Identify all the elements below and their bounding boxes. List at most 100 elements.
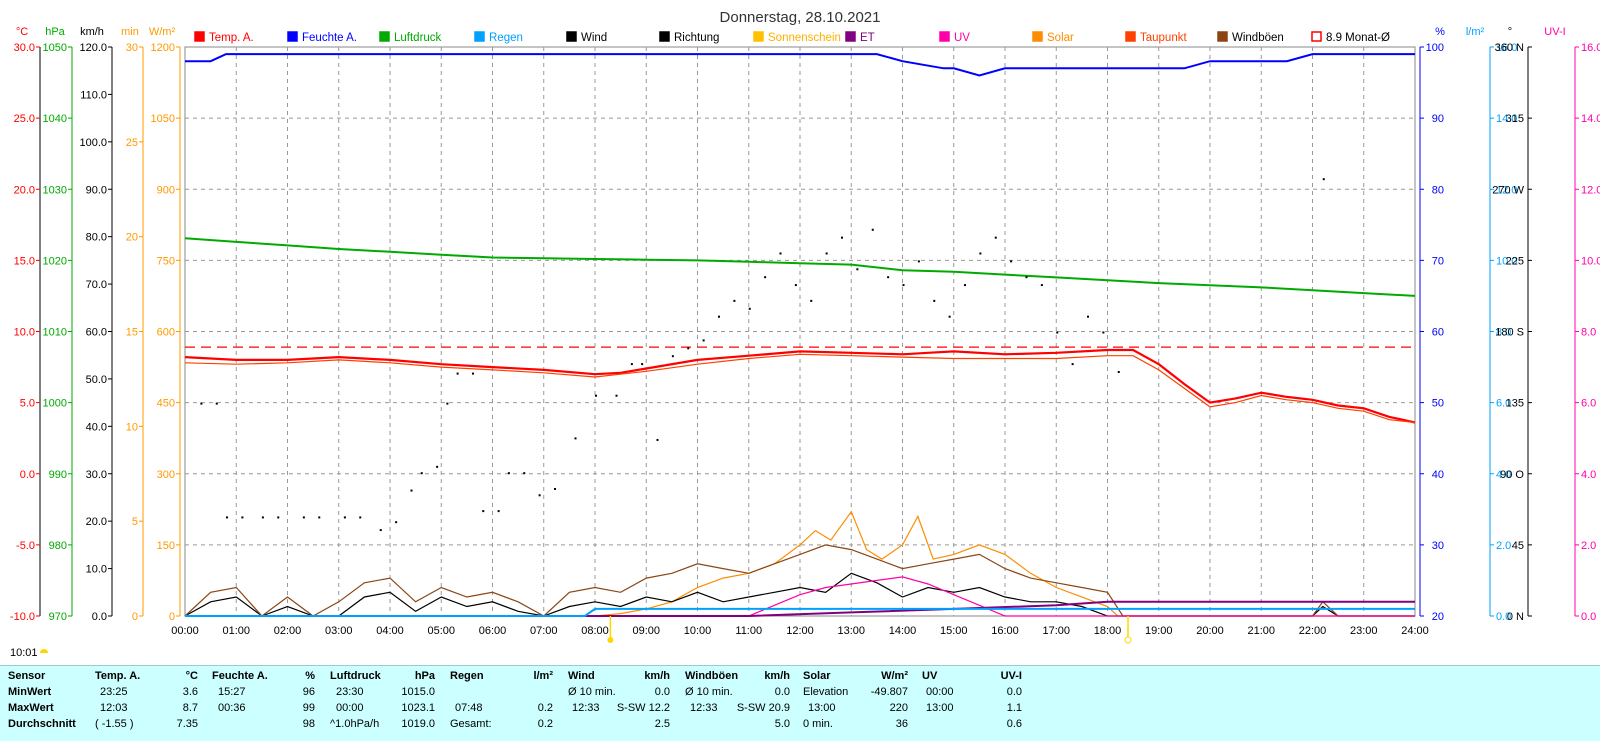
x-tick-label: 10:00 — [684, 625, 712, 637]
wind-min-label: Ø 10 min. — [568, 686, 616, 698]
axis-tick-label: 990 — [49, 469, 67, 481]
wind-head: Wind — [568, 670, 595, 682]
legend-label: Regen — [489, 32, 523, 44]
richtung-point — [482, 510, 485, 513]
richtung-point — [507, 472, 510, 475]
regen-total: 0.2 — [537, 718, 553, 730]
axis-tick-label: 30 — [1432, 540, 1444, 552]
axis-unit: km/h — [80, 26, 104, 38]
richtung-point — [825, 252, 828, 255]
wind-avg: 2.5 — [654, 718, 670, 730]
row-min: MinWert — [8, 686, 52, 698]
legend-swatch — [939, 31, 950, 42]
axis-tick-label: 12.0 — [1496, 184, 1517, 196]
x-tick-label: 15:00 — [940, 625, 968, 637]
axis-tick-label: 40.0 — [86, 421, 107, 433]
series-temp-a- — [184, 348, 1416, 424]
axis-tick-label: 0.0 — [1496, 611, 1511, 623]
axis-tick-label: 120.0 — [79, 42, 107, 54]
richtung-point — [1010, 260, 1013, 263]
axis-tick-label: 10 — [126, 421, 138, 433]
richtung-point — [318, 516, 321, 519]
chart-title: Donnerstag, 28.10.2021 — [720, 9, 881, 26]
legend-label: ET — [860, 32, 875, 44]
richtung-point — [733, 299, 736, 302]
richtung-point — [887, 276, 890, 279]
wind-max-time: 12:33 — [572, 702, 600, 714]
richtung-point — [261, 516, 264, 519]
richtung-point — [917, 260, 920, 263]
wind-unit: km/h — [644, 670, 670, 682]
luftdruck-max-time: 00:00 — [336, 702, 364, 714]
axis-tick-label: 10.0 — [1496, 255, 1517, 267]
x-tick-label: 07:00 — [530, 625, 558, 637]
series-feuchte-a- — [185, 53, 1415, 77]
axis-tick-label: 0 — [132, 611, 138, 623]
x-tick-label: 14:00 — [889, 625, 917, 637]
richtung-point — [856, 268, 859, 271]
solar-elevation-label: Elevation — [803, 686, 849, 698]
temp-avg: 7.35 — [176, 718, 198, 730]
axis-tick-label: 70.0 — [86, 279, 107, 291]
axis-tick-label: -10.0 — [10, 611, 35, 623]
legend-swatch — [194, 31, 205, 42]
legend-swatch — [753, 31, 764, 42]
series-luftdruck — [184, 237, 1416, 297]
uv-min: 0.0 — [1006, 686, 1022, 698]
legend-swatch — [1125, 31, 1136, 42]
axis-tick-label: 60.0 — [86, 327, 107, 339]
richtung-point — [794, 284, 797, 287]
series-taupunkt — [184, 353, 1416, 424]
richtung-point — [277, 516, 280, 519]
row-max: MaxWert — [8, 702, 54, 714]
axis-tick-label: 0 N — [1507, 611, 1524, 623]
x-tick-label: 12:00 — [786, 625, 814, 637]
row-sensor: Sensor — [8, 670, 46, 682]
regen-max-time: 07:48 — [455, 702, 483, 714]
x-tick-label: 02:00 — [274, 625, 302, 637]
temp-unit: °C — [185, 670, 198, 682]
richtung-point — [595, 394, 597, 397]
legend-swatch — [845, 31, 856, 42]
regen-unit: l/m² — [533, 670, 553, 682]
uv-head: UV — [922, 670, 938, 682]
richtung-point — [933, 299, 936, 302]
axis-tick-label: 750 — [157, 255, 175, 267]
richtung-point — [641, 363, 644, 366]
richtung-point — [748, 307, 751, 310]
axis-tick-label: 600 — [157, 327, 175, 339]
solar-min-label: 0 min. — [803, 718, 833, 730]
feuchte-max-time: 00:36 — [218, 702, 246, 714]
temp-max-time: 12:03 — [100, 702, 128, 714]
feuchte-unit: % — [305, 670, 315, 682]
x-tick-label: 17:00 — [1042, 625, 1070, 637]
richtung-point — [871, 228, 874, 231]
richtung-point — [574, 437, 577, 440]
richtung-point — [1056, 331, 1059, 334]
legend-swatch — [659, 31, 670, 42]
feuchte-min: 96 — [302, 686, 315, 698]
grid — [184, 46, 1416, 617]
axis-tick-label: 180 S — [1495, 327, 1524, 339]
axis-tick-label: 5 — [132, 516, 138, 528]
solar-max-time: 13:00 — [808, 702, 836, 714]
richtung-point — [1102, 331, 1105, 334]
feuchte-head: Feuchte A. — [212, 670, 268, 682]
series-layer — [184, 53, 1416, 617]
axis-tick-label: 4.0 — [1496, 469, 1511, 481]
right-axes: % 100 90 80 70 60 50 40 30 20 l/m² 16.0 14.0 12.0 10.0… — [1419, 26, 1600, 623]
legend-label: Sonnenschein — [768, 32, 841, 44]
sun-markers — [607, 616, 1132, 644]
axis-tick-label: 0.0 — [20, 469, 35, 481]
richtung-point — [810, 299, 813, 302]
regen-head: Regen — [450, 670, 484, 682]
axis-tick-label: 90 O — [1500, 469, 1524, 481]
axis-tick-label: 60 — [1432, 327, 1444, 339]
legend-label: Luftdruck — [394, 32, 442, 44]
luftdruck-unit: hPa — [414, 670, 435, 682]
temp-avg-note: ( -1.55 ) — [95, 718, 134, 730]
x-tick-label: 23:00 — [1350, 625, 1378, 637]
legend-label: UV — [954, 32, 970, 44]
axis-tick-label: 1040 — [43, 113, 67, 125]
richtung-point — [615, 394, 618, 397]
